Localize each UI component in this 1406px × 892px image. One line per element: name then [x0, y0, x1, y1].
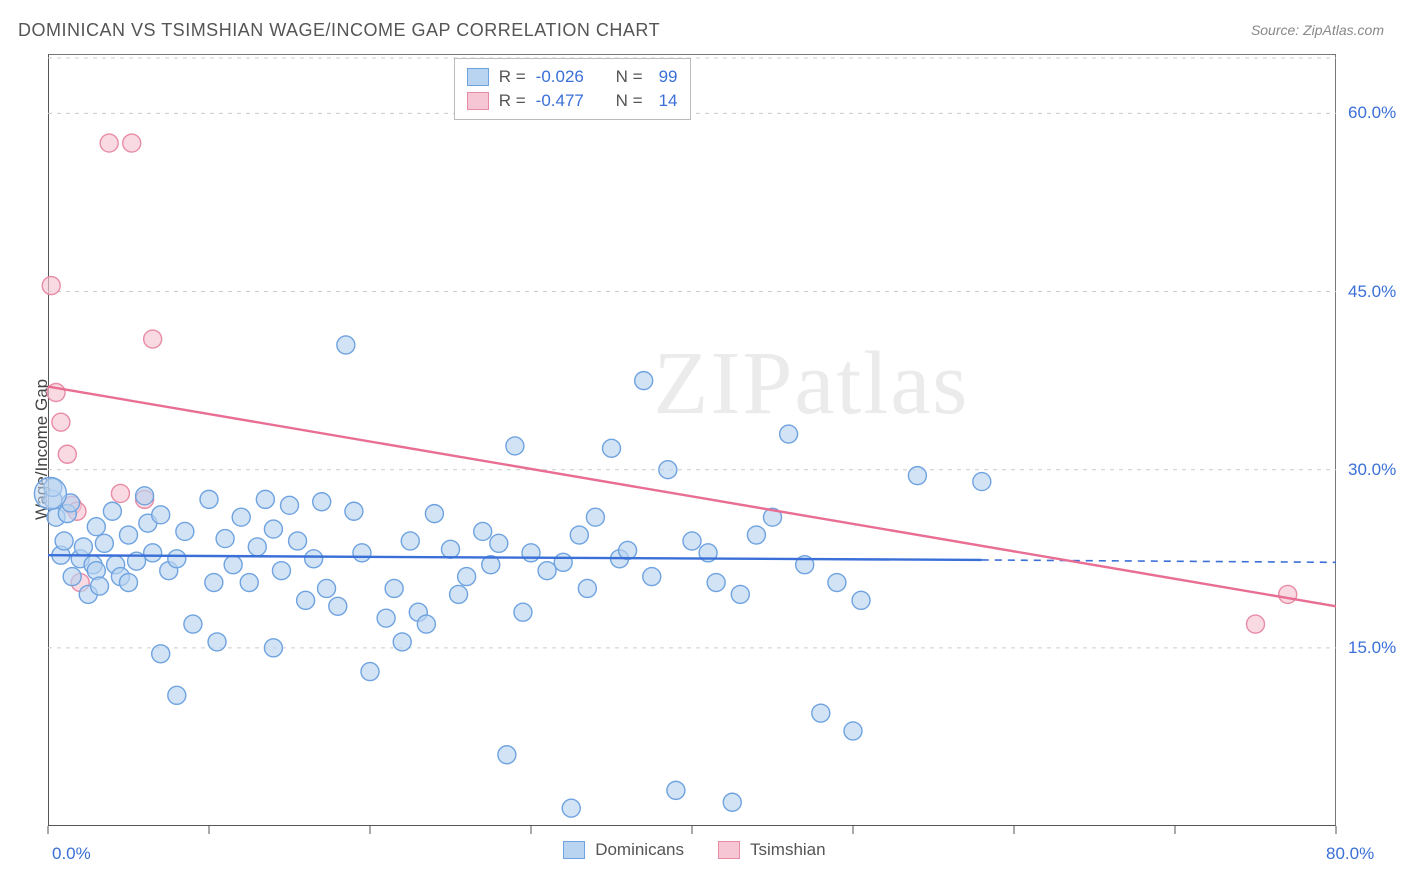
- x-tick-label: 80.0%: [1326, 844, 1374, 864]
- legend-correlation-row: R = -0.477 N = 14: [467, 89, 678, 113]
- y-tick-label: 30.0%: [1348, 460, 1396, 480]
- legend-r-value: -0.477: [536, 91, 596, 111]
- legend-n-label: N =: [616, 91, 643, 111]
- legend-r-value: -0.026: [536, 67, 596, 87]
- y-tick-label: 60.0%: [1348, 103, 1396, 123]
- x-tick-label: 0.0%: [52, 844, 91, 864]
- correlation-legend: R = -0.026 N = 99 R = -0.477 N = 14: [454, 58, 691, 120]
- y-tick-label: 45.0%: [1348, 282, 1396, 302]
- legend-swatch: [718, 841, 740, 859]
- legend-swatch: [467, 68, 489, 86]
- legend-n-value: 14: [659, 91, 678, 111]
- legend-r-label: R =: [499, 67, 526, 87]
- y-tick-label: 15.0%: [1348, 638, 1396, 658]
- legend-correlation-row: R = -0.026 N = 99: [467, 65, 678, 89]
- series-legend: Dominicans Tsimshian: [563, 840, 849, 860]
- legend-swatch: [563, 841, 585, 859]
- legend-swatch: [467, 92, 489, 110]
- legend-n-label: N =: [616, 67, 643, 87]
- legend-series-label: Dominicans: [595, 840, 684, 860]
- legend-r-label: R =: [499, 91, 526, 111]
- legend-series-label: Tsimshian: [750, 840, 826, 860]
- chart-svg: [0, 0, 1406, 892]
- legend-n-value: 99: [659, 67, 678, 87]
